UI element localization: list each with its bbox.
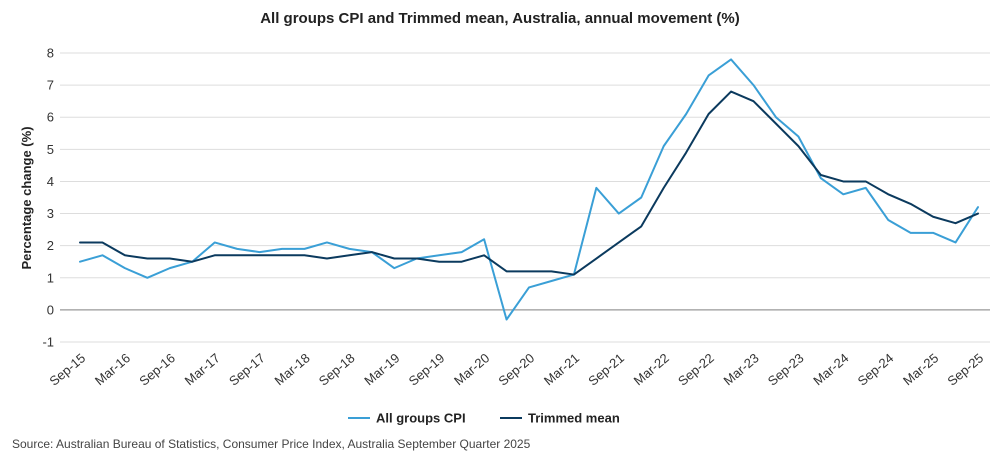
series-line-cpi	[79, 58, 979, 321]
y-tick-label: 0	[47, 302, 54, 317]
legend-item-cpi: All groups CPI	[348, 411, 466, 426]
x-tick-label: Mar-16	[92, 350, 133, 388]
x-tick-label: Sep-24	[855, 350, 897, 388]
x-tick-label: Sep-18	[316, 350, 358, 388]
y-tick-label: 1	[47, 270, 54, 285]
x-tick-label: Sep-17	[226, 350, 268, 388]
y-tick-label: -1	[42, 335, 54, 350]
series-lines	[79, 58, 979, 321]
x-tick-label: Mar-20	[451, 350, 492, 388]
series-line-trimmed-mean	[79, 90, 979, 276]
legend: All groups CPI Trimmed mean	[348, 411, 620, 426]
y-axis-ticks: -1 0 1 2 3 4 5 6 7 8	[42, 46, 54, 350]
y-tick-label: 5	[47, 142, 54, 157]
x-tick-label: Mar-17	[182, 350, 223, 388]
y-tick-label: 8	[47, 46, 54, 61]
x-tick-label: Sep-21	[585, 350, 627, 388]
x-tick-label: Mar-22	[631, 350, 672, 388]
x-tick-label: Sep-22	[675, 350, 717, 388]
x-tick-label: Sep-25	[944, 350, 986, 388]
legend-label-cpi: All groups CPI	[376, 411, 466, 426]
legend-label-trimmed-mean: Trimmed mean	[528, 411, 620, 426]
x-tick-label: Mar-23	[721, 350, 762, 388]
x-tick-label: Sep-20	[495, 350, 537, 388]
x-tick-label: Sep-16	[136, 350, 178, 388]
x-axis-ticks: Sep-15 Mar-16 Sep-16 Mar-17 Sep-17 Mar-18 Sep-…	[46, 350, 986, 388]
x-tick-label: Sep-15	[46, 350, 88, 388]
y-tick-label: 7	[47, 78, 54, 93]
y-tick-label: 3	[47, 206, 54, 221]
gridlines	[60, 52, 990, 343]
y-tick-label: 2	[47, 238, 54, 253]
x-tick-label: Mar-21	[541, 350, 582, 388]
x-tick-label: Mar-19	[361, 350, 402, 388]
y-tick-label: 4	[47, 174, 54, 189]
chart-title: All groups CPI and Trimmed mean, Austral…	[260, 10, 740, 27]
y-axis-title: Percentage change (%)	[19, 126, 34, 269]
x-tick-label: Mar-18	[272, 350, 313, 388]
x-tick-label: Sep-23	[765, 350, 807, 388]
x-tick-label: Mar-25	[900, 350, 941, 388]
x-tick-label: Mar-24	[810, 350, 851, 388]
x-tick-label: Sep-19	[406, 350, 448, 388]
y-tick-label: 6	[47, 110, 54, 125]
source-note: Source: Australian Bureau of Statistics,…	[12, 437, 531, 451]
legend-item-trimmed-mean: Trimmed mean	[500, 411, 620, 426]
